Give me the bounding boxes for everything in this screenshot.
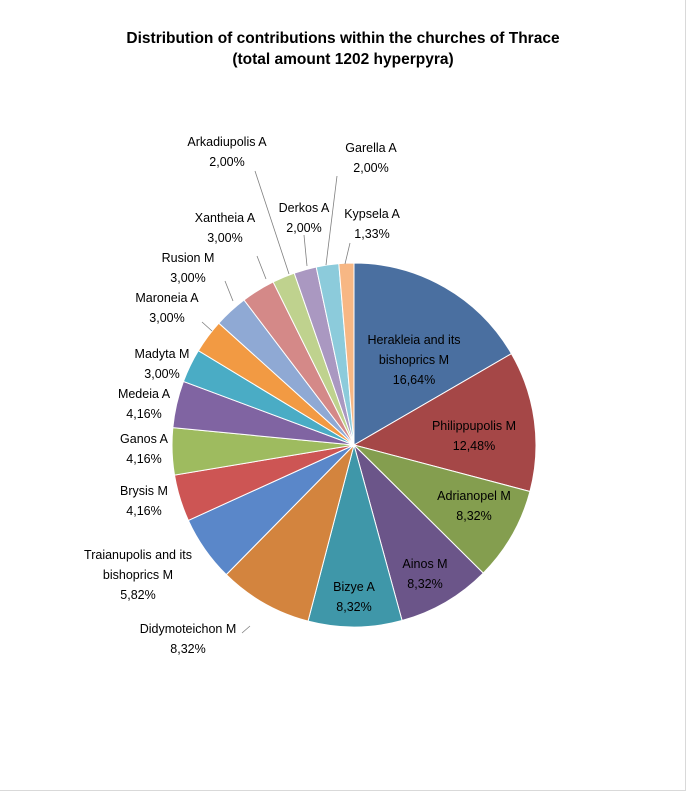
pie-slice [338, 262, 355, 446]
label-leader-line [256, 255, 267, 280]
label-leader-line [224, 280, 234, 302]
slice-label: Brysis M 4,16% [120, 484, 168, 518]
slice-label: Madyta M 3,00% [135, 347, 190, 381]
chart-title: Distribution of contributions within the… [0, 28, 686, 70]
label-leader-line [303, 234, 308, 267]
label-leader-line [254, 170, 290, 275]
slice-label: Traianupolis and its bishoprics M 5,82% [84, 548, 192, 602]
slice-label: Garella A 2,00% [345, 141, 397, 175]
slice-label: Rusion M 3,00% [162, 251, 215, 285]
slice-label: Philippupolis M 12,48% [432, 419, 516, 453]
slice-label: Medeia A 4,16% [118, 387, 171, 421]
pie-slice [307, 443, 403, 628]
pie-slice [353, 262, 513, 446]
pie-slice [352, 444, 531, 574]
slice-label: Derkos A 2,00% [279, 201, 330, 235]
chart-subtitle-line: (total amount 1202 hyperpyra) [232, 51, 454, 68]
slice-label: Herakleia and its bishoprics M 16,64% [367, 333, 460, 387]
slice-label: Maroneia A 3,00% [135, 291, 199, 325]
label-leader-line [241, 625, 251, 634]
slice-label: Xantheia A 3,00% [195, 211, 256, 245]
label-leader-line [325, 175, 338, 266]
slice-label: Ainos M 8,32% [402, 557, 447, 591]
slice-label: Bizye A 8,32% [333, 580, 375, 614]
label-leader-line [201, 321, 213, 332]
pie-slice [225, 443, 355, 622]
slice-label: Kypsela A 1,33% [344, 207, 400, 241]
slice-label: Didymoteichon M 8,32% [140, 622, 237, 656]
chart-title-line: Distribution of contributions within the… [126, 30, 560, 47]
slice-label: Arkadiupolis A 2,00% [187, 135, 267, 169]
pie-slice [352, 353, 537, 493]
pie-slice [353, 443, 484, 622]
slice-label: Ganos A 4,16% [120, 432, 169, 466]
label-leader-line [344, 242, 351, 265]
slice-label: Adrianopel M 8,32% [437, 489, 511, 523]
